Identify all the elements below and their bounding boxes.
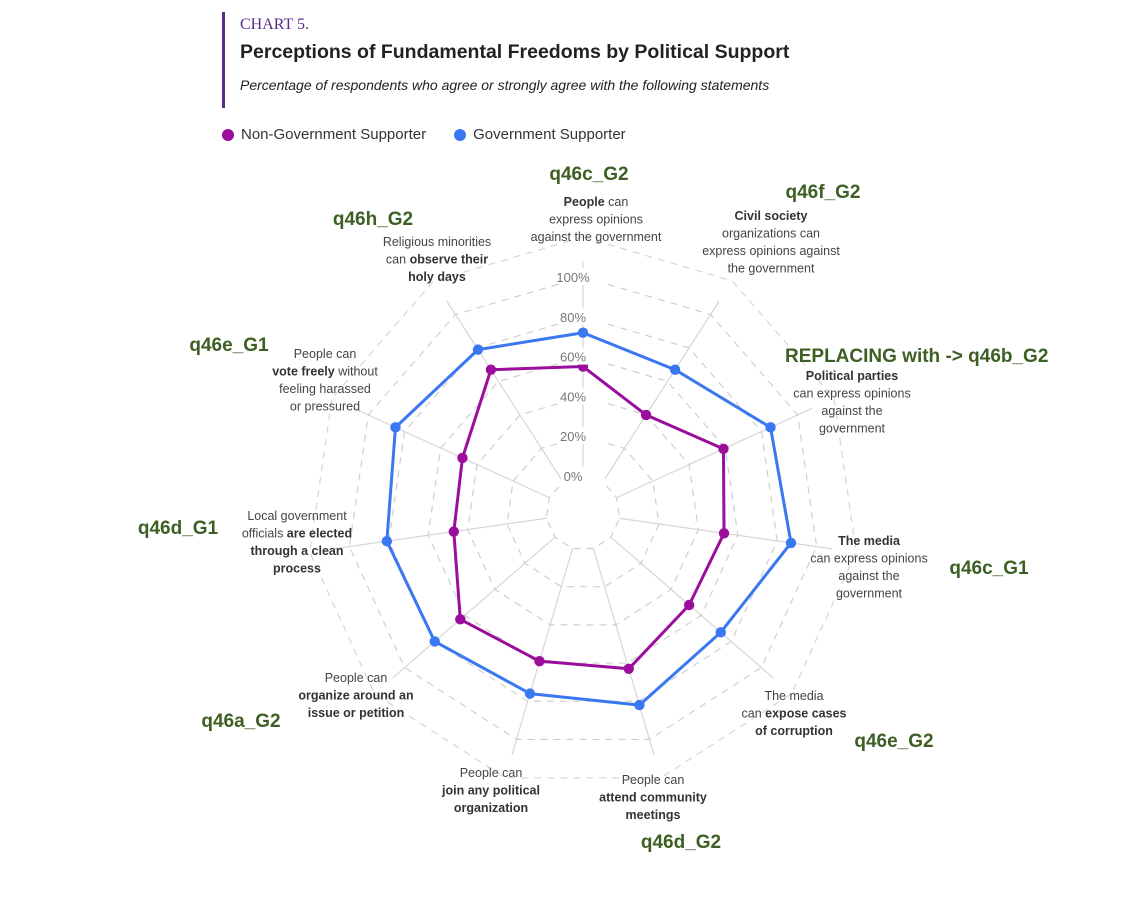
axis-label-3: The media can express opinions against the… [810,534,927,601]
grid-spoke-8 [333,517,547,550]
tick-label-bg-3 [561,347,605,365]
series-1-point-3 [785,537,797,549]
tick-label-3: 60% [560,350,586,365]
series-0-point-10 [485,364,497,375]
axis-label-10: Religious minorities can observe their hol… [383,235,491,284]
grid-spoke-7 [392,536,556,679]
grid-spoke-5 [592,548,655,755]
grid-ring-1 [506,435,660,588]
axis-code-9: q46e_G1 [189,335,269,356]
series-0-point-3 [718,528,730,539]
legend-item-non-government: Non-Government Supporter [222,126,426,143]
axis-code-10: q46h_G2 [333,209,413,230]
chart-kicker: CHART 5. [240,16,309,33]
series-0-point-7 [455,614,466,625]
series-0-point-5 [623,663,634,674]
tick-label-4: 80% [560,310,586,325]
grid-spoke-2 [616,407,813,499]
grid-spoke-6 [511,548,574,755]
series-1-point-5 [634,699,645,711]
axis-code-8: q46d_G1 [138,518,219,539]
series-1-point-8 [381,536,393,547]
tick-label-0: 0% [564,469,583,484]
series-1-point-10 [472,344,484,355]
chart-title: Perceptions of Fundamental Freedoms by P… [240,41,790,63]
grid-spoke-1 [602,300,720,483]
series-line-1 [385,331,793,707]
grid-ring-0 [545,475,621,550]
tick-label-1: 20% [560,429,586,444]
axis-label-5: People can attend community meetings [599,773,707,822]
tick-label-5: 100% [556,270,590,285]
axis-code-4: q46e_G2 [854,731,933,752]
series-1-point-6 [524,688,536,699]
tick-label-bg-4 [561,307,605,325]
series-0-point-6 [534,655,545,667]
axis-label-4: The media can expose cases of corruption [742,689,847,738]
axis-label-0: People can express opinions against the go… [531,195,662,244]
axis-code-1: q46f_G2 [786,182,861,203]
grid-ring-5 [348,276,818,741]
axis-label-9: People can vote freely without feeling har… [272,347,378,414]
legend-item-government: Government Supporter [454,126,626,143]
axis-label-8: Local government officials are elected thr… [242,509,352,576]
axis-label-7: People can organize around an issue or pet… [298,671,413,720]
axis-code-3: q46c_G1 [949,558,1029,579]
series-line-0 [452,365,726,671]
series-1-point-9 [390,422,401,433]
legend-swatch-government [454,128,467,141]
tick-label-bg-0 [561,467,605,484]
series-1-point-0 [577,327,589,338]
tick-label-bg-5 [561,268,605,285]
axis-label-6: People can join any political organization [441,766,540,815]
axis-label-2: Political parties can express opinions aga… [793,369,910,436]
axis-label-1: Civil society organizations can express op… [702,209,840,276]
grid-spoke-9 [353,407,550,499]
axis-code-7: q46a_G2 [201,711,280,732]
tick-label-bg-2 [561,387,605,405]
series-0-point-2 [718,443,729,455]
grid-ring-3 [427,355,739,664]
axis-code-5: q46d_G2 [641,832,721,853]
series-1-point-7 [429,636,440,647]
legend-swatch-non-government [222,128,234,141]
chart-subtitle: Percentage of respondents who agree or s… [240,77,770,93]
series-0-point-1 [640,409,652,421]
series-1-point-4 [715,627,726,638]
tick-label-2: 40% [560,389,586,404]
grid-spoke-10 [446,300,564,483]
series-1-point-1 [669,364,681,375]
axis-code-2: REPLACING with -> q46b_G2 [785,346,1048,367]
series-1-point-2 [765,422,776,433]
series-0-point-9 [457,452,468,464]
tick-label-bg-1 [561,427,605,445]
series-0-point-8 [448,526,459,537]
chart-legend: Non-Government Supporter Government Supp… [222,126,654,143]
legend-label-non-government: Non-Government Supporter [241,126,427,143]
chart-header: CHART 5. Perceptions of Fundamental Free… [222,12,789,108]
axis-code-0: q46c_G2 [549,164,628,185]
grid-ring-2 [466,395,700,626]
legend-label-government: Government Supporter [473,126,626,143]
series-0-point-4 [683,599,695,611]
